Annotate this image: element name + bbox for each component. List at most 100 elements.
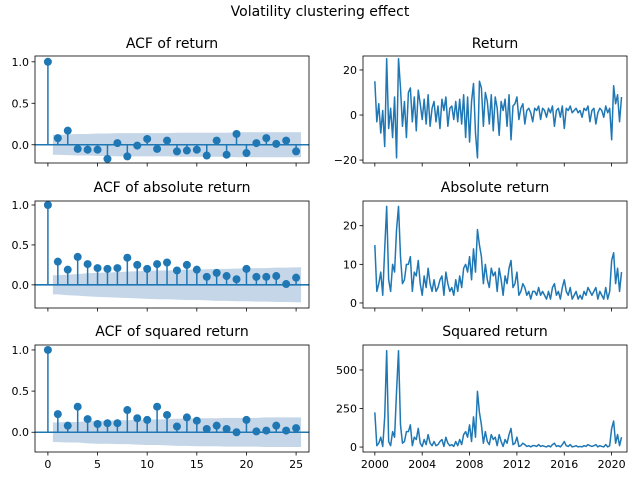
panel-acf-absolute-return: ACF of absolute return 1.0 0.5 0.0 bbox=[12, 180, 310, 312]
stem-marker bbox=[123, 152, 132, 161]
stem-marker bbox=[93, 420, 102, 429]
y-tick-label: 20 bbox=[343, 64, 357, 77]
stem-marker bbox=[252, 427, 261, 436]
plot-area bbox=[35, 57, 309, 163]
panel-title: Absolute return bbox=[441, 180, 549, 196]
stem-marker bbox=[232, 129, 241, 138]
stem-marker bbox=[113, 264, 122, 273]
panel-return: Return 20 0 −20 bbox=[334, 36, 628, 167]
stem-marker bbox=[83, 415, 92, 424]
stem-marker bbox=[272, 139, 281, 148]
stem-marker bbox=[202, 424, 211, 433]
stem-marker bbox=[43, 201, 52, 209]
series-line bbox=[374, 349, 623, 448]
plot-area bbox=[374, 205, 623, 300]
stem-marker bbox=[93, 264, 102, 273]
stem-marker bbox=[232, 428, 241, 437]
panel-title: Return bbox=[472, 36, 518, 52]
stem-marker bbox=[53, 134, 62, 143]
stem-marker bbox=[282, 280, 291, 289]
y-tick-label: 1.0 bbox=[12, 199, 30, 212]
stem-marker bbox=[113, 139, 122, 148]
series-line bbox=[374, 205, 623, 300]
axes-frame bbox=[362, 200, 628, 309]
y-tick-label: 0.5 bbox=[12, 239, 30, 252]
stem-marker bbox=[73, 402, 82, 411]
panel-acf-squared-return: ACF of squared return 1.0 0.5 0.0 0 5 10 15 20 25 bbox=[12, 324, 310, 471]
stem-marker bbox=[222, 272, 231, 281]
y-tick-label: 500 bbox=[336, 364, 357, 377]
stem-marker bbox=[292, 273, 301, 282]
stem-marker bbox=[163, 136, 172, 145]
panel-title: ACF of squared return bbox=[95, 324, 248, 340]
panel-title: Squared return bbox=[442, 324, 547, 340]
axes-frame bbox=[362, 55, 628, 164]
stem-marker bbox=[172, 266, 181, 275]
stem-marker bbox=[262, 272, 271, 281]
y-tick-label: 10 bbox=[343, 258, 357, 271]
stem-marker bbox=[43, 57, 52, 66]
stem-marker bbox=[103, 154, 112, 163]
plot-area bbox=[374, 349, 623, 448]
stem-marker bbox=[133, 414, 142, 423]
y-tick-label: −20 bbox=[334, 154, 357, 167]
stem-marker bbox=[182, 146, 191, 155]
y-tick-label: 0 bbox=[350, 441, 357, 454]
stem-marker bbox=[63, 126, 72, 135]
panel-acf-return: ACF of return 1.0 0.5 0.0 bbox=[12, 36, 310, 167]
series-line bbox=[374, 57, 623, 159]
y-tick-label: 1.0 bbox=[12, 344, 30, 357]
plot-area bbox=[374, 57, 623, 159]
y-tick-label: 0 bbox=[350, 109, 357, 122]
figure-title: Volatility clustering effect bbox=[231, 4, 410, 20]
stem-marker bbox=[252, 139, 261, 148]
stem-marker bbox=[282, 426, 291, 435]
stem-marker bbox=[282, 136, 291, 145]
panel-title: ACF of absolute return bbox=[93, 180, 250, 196]
stem-marker bbox=[133, 141, 142, 150]
x-tick-label: 2012 bbox=[503, 458, 531, 471]
panel-absolute-return: Absolute return 20 10 0 bbox=[343, 180, 628, 312]
stem-marker bbox=[192, 416, 201, 425]
axes-frame bbox=[34, 344, 310, 453]
stem-marker bbox=[53, 257, 62, 266]
y-tick-label: 0.5 bbox=[12, 97, 30, 110]
stem-marker bbox=[123, 406, 132, 415]
stem-marker bbox=[63, 421, 72, 430]
stem-marker bbox=[143, 134, 152, 143]
x-tick-label: 2016 bbox=[550, 458, 578, 471]
stem-marker bbox=[73, 252, 82, 261]
stem-marker bbox=[53, 410, 62, 419]
x-tick-label: 2004 bbox=[408, 458, 436, 471]
y-tick-label: 0.0 bbox=[12, 426, 30, 439]
stem-marker bbox=[212, 136, 221, 145]
stem-marker bbox=[143, 415, 152, 424]
stem-marker bbox=[73, 144, 82, 153]
stem-marker bbox=[83, 145, 92, 154]
plot-area bbox=[35, 201, 309, 303]
stem-marker bbox=[212, 268, 221, 277]
stem-marker bbox=[222, 150, 231, 159]
axes-frame bbox=[34, 55, 310, 164]
stem-marker bbox=[252, 272, 261, 281]
stem-marker bbox=[163, 410, 172, 419]
stem-marker bbox=[93, 145, 102, 154]
stem-marker bbox=[153, 260, 162, 269]
x-tick-label: 25 bbox=[289, 458, 303, 471]
y-tick-label: 20 bbox=[343, 220, 357, 233]
axes-frame bbox=[362, 344, 628, 453]
x-tick-label: 20 bbox=[239, 458, 253, 471]
panel-squared-return: Squared return 500 250 0 2000 2004 2008 2012 201… bbox=[336, 324, 628, 471]
y-tick-label: 0 bbox=[350, 297, 357, 310]
stem-marker bbox=[232, 275, 241, 284]
stem-marker bbox=[222, 424, 231, 433]
y-tick-label: 0.0 bbox=[12, 279, 30, 292]
stem-marker bbox=[292, 424, 301, 433]
stem-marker bbox=[202, 272, 211, 281]
y-tick-label: 250 bbox=[336, 403, 357, 416]
stem-marker bbox=[113, 419, 122, 428]
stem-marker bbox=[262, 426, 271, 435]
stem-marker bbox=[292, 147, 301, 156]
stem-marker bbox=[212, 421, 221, 430]
